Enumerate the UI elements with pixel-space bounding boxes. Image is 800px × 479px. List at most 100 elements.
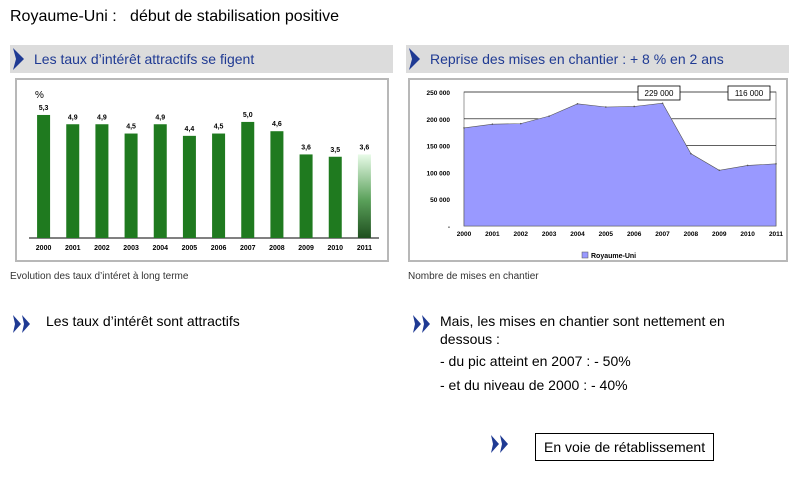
sub-point-2000: - et du niveau de 2000 : - 40% [440,377,628,393]
right-bullet-line: Mais, les mises en chantier sont netteme… [440,313,725,329]
tick-label: 2009 [298,245,314,252]
left-bullet-text: Les taux d’intérêt sont attractifs [46,313,240,329]
bar [66,124,80,238]
recovery-status-box: En voie de rétablissement [535,433,715,461]
double-chevron-icon [13,315,30,333]
tick-label: 2001 [65,245,81,252]
bar [299,154,313,238]
data-point [633,105,635,108]
tick-label: 2002 [94,245,110,252]
bar [270,131,284,238]
y-tick-label: 200 000 [427,117,451,124]
legend: Royaume-Uni [581,251,636,260]
left-section-header-label: Les taux d’intérêt attractifs se figent [34,51,255,67]
data-label: 4,9 [68,114,78,121]
bar [212,133,226,238]
annotation-peak-text: 229 000 [645,89,674,98]
x-tick-label: 2000 [457,231,472,238]
data-point [718,169,721,172]
tick-label: 2006 [211,245,227,252]
sub-point-peak: - du pic atteint en 2007 : - 50% [440,353,631,369]
right-section-header: Reprise des mises en chantier : + 8 % en… [406,45,789,73]
data-point [746,164,749,167]
data-point [576,102,579,105]
legend-swatch [581,251,589,259]
data-point [548,115,550,117]
data-point [519,122,522,125]
double-chevron-icon [413,315,430,333]
x-tick-label: 2006 [627,231,642,238]
bar [241,121,255,238]
data-label: 4,5 [214,124,224,131]
y-tick-label: 100 000 [427,170,451,177]
x-tick-label: 2010 [740,231,755,238]
bar [37,114,51,238]
annotation-last-box [727,85,771,101]
data-label: 4,9 [97,114,107,121]
right-chart-caption: Nombre de mises en chantier [408,271,539,282]
x-tick-label: 2005 [599,231,614,238]
data-label: 4,4 [185,126,195,133]
right-section-header-label: Reprise des mises en chantier : + 8 % en… [430,51,724,67]
bar [153,124,167,238]
annotation-peak: 229 000 [637,85,681,101]
data-point [605,106,607,108]
housing-starts-chart-svg: - 50 000 100 000 150 000 200 000 250 000 2000 2… [427,85,784,260]
right-bullet-text: Mais, les mises en chantier sont netteme… [440,312,725,348]
data-label: 5,0 [243,112,253,119]
x-tick-label: 2002 [513,231,528,238]
annotation-last-text: 116 000 [735,89,764,98]
y-tick-label: 150 000 [427,144,451,151]
bar [357,154,371,238]
data-label: 3,5 [330,147,340,154]
interest-rate-chart: % 5,3 2000 4,9 2001 4,9 2002 4,5 2003 4,9 2004 4,4… [15,78,389,262]
tick-label: 2010 [327,245,343,252]
legend-label: Royaume-Uni [591,253,636,260]
chevron-right-icon [13,48,24,70]
x-tick-label: 2004 [570,231,585,238]
data-point [775,163,777,165]
tick-label: 2004 [152,245,168,252]
bar [328,156,342,238]
annotation-last: 116 000 [727,85,771,101]
bar [95,124,109,238]
data-label: 3,6 [360,144,370,151]
double-chevron-icon [491,435,508,453]
y-tick-label: - [448,224,450,231]
x-tick-label: 2011 [769,231,783,238]
tick-label: 2011 [357,245,372,252]
data-label: 3,6 [301,144,311,151]
tick-label: 2005 [182,245,198,252]
data-label: 5,3 [39,105,49,112]
x-tick-label: 2001 [485,231,500,238]
data-label: 4,9 [155,114,165,121]
unit-label: % [35,90,44,101]
tick-label: 2007 [240,245,256,252]
tick-label: 2008 [269,245,285,252]
data-point [661,102,664,105]
axis-ticks: - 50 000 100 000 150 000 200 000 250 000 2000 2… [427,90,784,238]
tick-label: 2000 [36,245,52,252]
left-chart-caption: Evolution des taux d’intéret à long term… [10,271,189,282]
page-title: Royaume-Uni : début de stabilisation pos… [10,8,340,25]
x-tick-label: 2008 [684,231,699,238]
left-section-header: Les taux d’intérêt attractifs se figent [10,45,393,73]
bar [182,135,196,238]
annotation-peak-box [637,85,681,101]
bar [124,133,138,238]
chevron-right-icon [409,48,420,70]
data-point [690,152,692,155]
data-label: 4,6 [272,121,282,128]
interest-rate-chart-svg: % 5,3 2000 4,9 2001 4,9 2002 4,5 2003 4,9 2004 4,4… [29,90,379,252]
data-point [491,123,494,125]
tick-label: 2003 [123,245,139,252]
y-tick-label: 50 000 [430,197,450,204]
housing-starts-chart: - 50 000 100 000 150 000 200 000 250 000 2000 2… [408,78,788,262]
data-label: 4,5 [126,124,136,131]
x-tick-label: 2007 [655,231,670,238]
x-tick-label: 2003 [542,231,557,238]
x-tick-label: 2009 [712,231,727,238]
area-series [463,102,777,227]
data-point [463,127,465,129]
y-tick-label: 250 000 [427,90,451,97]
